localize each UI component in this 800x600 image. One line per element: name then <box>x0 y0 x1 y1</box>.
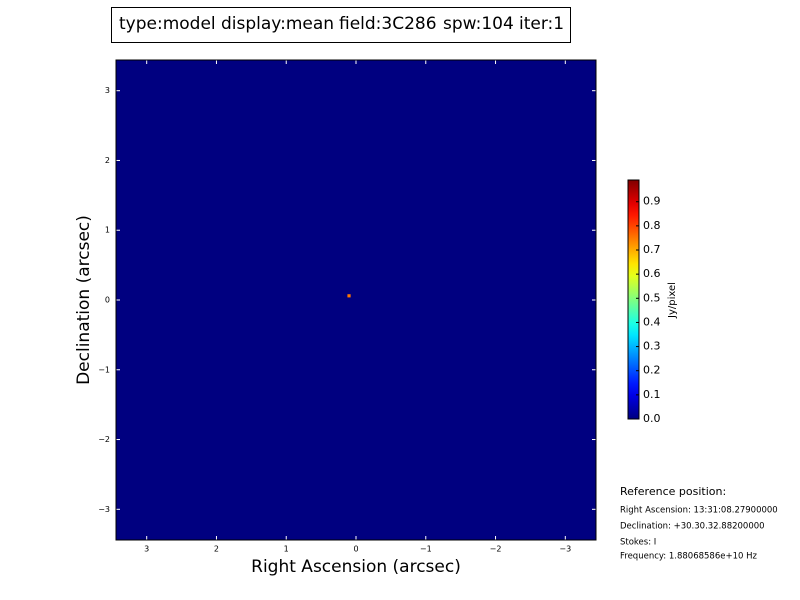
colorbar-tick-label: 0.7 <box>643 243 661 256</box>
x-axis-label: Right Ascension (arcsec) <box>251 557 461 577</box>
colorbar-tick-label: 0.4 <box>643 315 661 328</box>
y-tick-label: 0 <box>105 296 110 305</box>
plot-frame <box>115 59 597 541</box>
x-tick-label: 1 <box>284 545 289 554</box>
x-tick-label: −3 <box>559 545 571 554</box>
image-background <box>116 60 596 540</box>
colorbar-tick-label: 0.3 <box>643 340 661 353</box>
y-axis-label: Declination (arcsec) <box>74 215 94 385</box>
title-part: field:3C286 <box>339 14 437 34</box>
colorbar-tick-label: 0.0 <box>643 412 661 425</box>
colorbar-tick-label: 0.9 <box>643 195 661 208</box>
x-tick-label: −2 <box>490 545 502 554</box>
y-tick-label: −2 <box>98 435 110 444</box>
reference-line: Stokes: I <box>620 538 656 548</box>
reference-title: Reference position: <box>620 485 726 498</box>
title-part: type:model <box>119 14 216 34</box>
x-tick-label: 3 <box>144 545 149 554</box>
x-tick-label: −1 <box>420 545 432 554</box>
colorbar-tick-label: 0.8 <box>643 219 661 232</box>
title-part: display:mean <box>221 14 334 34</box>
title-part: iter:1 <box>519 14 564 34</box>
image-pixel <box>347 294 351 298</box>
y-tick-label: 3 <box>105 86 110 95</box>
y-tick-label: 2 <box>105 156 110 165</box>
colorbar-tick-label: 0.1 <box>643 388 661 401</box>
colorbar-tick-label: 0.5 <box>643 291 661 304</box>
reference-line: Right Ascension: 13:31:08.27900000 <box>620 506 778 516</box>
colorbar-tick-label: 0.6 <box>643 267 661 280</box>
x-tick-label: 0 <box>353 545 358 554</box>
y-tick-label: 1 <box>105 226 110 235</box>
colorbar-label: Jy/pixel <box>667 282 678 319</box>
y-tick-label: −3 <box>98 505 110 514</box>
title-box <box>111 7 571 43</box>
reference-line: Declination: +30.30.32.88200000 <box>620 522 765 532</box>
y-tick-label: −1 <box>98 365 110 374</box>
reference-line: Frequency: 1.88068586e+10 Hz <box>620 552 757 562</box>
title-part: spw:104 <box>443 14 514 34</box>
x-tick-label: 2 <box>214 545 219 554</box>
colorbar <box>627 179 640 420</box>
colorbar-tick-label: 0.2 <box>643 364 661 377</box>
